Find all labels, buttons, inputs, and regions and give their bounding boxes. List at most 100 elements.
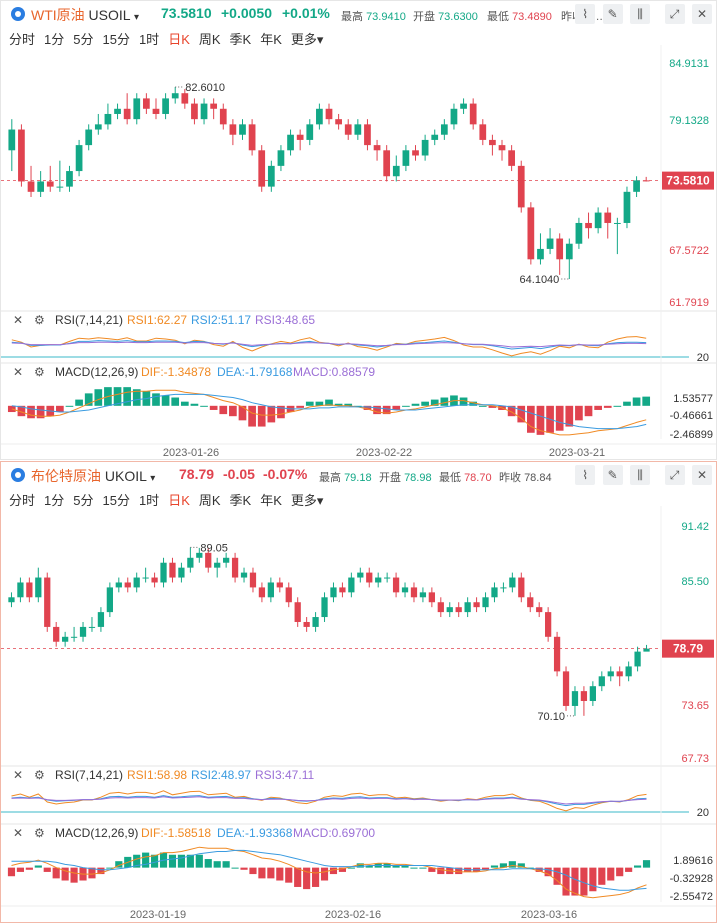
candle-body — [181, 93, 189, 104]
macd-histogram-bar — [94, 389, 103, 406]
macd-histogram-bar — [190, 403, 199, 406]
dea-value: DEA:-1.93368 — [217, 826, 293, 840]
candle-body — [276, 582, 283, 588]
rsi2-value: RSI2:51.17 — [191, 313, 251, 327]
price-axis-label: 91.42 — [681, 521, 709, 533]
candle-body — [348, 577, 355, 593]
wti-kline-chart[interactable]: 84.9131 79.1328 67.5722 61.7919 73.5810 82.60… — [1, 1, 716, 459]
candle-body — [450, 108, 458, 125]
period-tab[interactable]: 季K — [229, 493, 252, 508]
period-tab[interactable]: 日K — [168, 493, 190, 508]
last-price: 73.5810 — [161, 5, 212, 21]
date-axis-label: 2023-02-16 — [325, 909, 381, 921]
rsi1-value: RSI1:58.98 — [127, 768, 187, 782]
macd-histogram-bar — [325, 399, 333, 406]
period-tab[interactable]: 1时 — [138, 32, 160, 47]
candle-body — [421, 139, 429, 156]
expand-icon[interactable]: ⤢ — [664, 4, 685, 24]
period-tab[interactable]: 5分 — [73, 32, 94, 47]
period-tab[interactable]: 15分 — [102, 32, 130, 47]
high-stat: 最高 79.18 — [319, 472, 372, 484]
candle-body — [642, 180, 650, 182]
candle-body — [70, 636, 78, 638]
macd-histogram-bar — [34, 865, 42, 868]
candle-body — [239, 124, 246, 135]
candle-body — [489, 139, 496, 146]
chart-toolbar: ⌇ ✎ ⫼ ⤢ ✕ — [572, 465, 712, 485]
period-tab[interactable]: 周K — [198, 32, 221, 47]
macd-histogram-bar — [123, 387, 131, 406]
candle-body — [527, 597, 534, 608]
period-tab[interactable]: 周K — [198, 493, 221, 508]
period-tab[interactable]: 分时 — [9, 493, 36, 508]
period-tab[interactable]: 更多▾ — [290, 493, 324, 508]
candle-body — [214, 562, 221, 568]
draw-pen-icon[interactable]: ✎ — [602, 4, 623, 24]
candle-body — [613, 222, 621, 224]
macd-histogram-bar — [507, 405, 516, 417]
instrument-name[interactable]: WTI原油 USOIL ▾ — [31, 7, 139, 23]
candle-body — [571, 691, 579, 706]
candle-body — [106, 587, 113, 613]
indicator-icon[interactable]: ⌇ — [575, 465, 596, 485]
rsi1-line — [11, 790, 647, 812]
period-tab[interactable]: 1分 — [44, 32, 65, 47]
candle-body — [8, 129, 16, 151]
period-tab[interactable]: 1时 — [138, 493, 160, 508]
settings-icon: ⚙ — [34, 365, 45, 379]
period-tab[interactable]: 日K — [168, 32, 190, 47]
candle-type-icon[interactable]: ⫼ — [630, 465, 651, 485]
period-tab[interactable]: 分时 — [9, 32, 36, 47]
macd-histogram-bar — [240, 867, 248, 870]
candle-body — [79, 626, 87, 637]
candle-type-icon[interactable]: ⫼ — [630, 4, 651, 24]
candle-body — [88, 626, 96, 628]
candle-body — [312, 617, 319, 627]
macd-histogram-bar — [258, 867, 266, 879]
macd-histogram-bar — [555, 405, 564, 431]
macd-histogram-bar — [151, 854, 159, 868]
brent-kline-chart[interactable]: 91.42 85.50 73.65 67.73 78.79 89.05 70.10 20 ✕ ⚙ R… — [1, 462, 716, 922]
macd-histogram-bar — [440, 397, 449, 406]
period-tab[interactable]: 15分 — [102, 493, 130, 508]
draw-pen-icon[interactable]: ✎ — [602, 465, 623, 485]
macd-histogram-bar — [459, 397, 468, 406]
candle-body — [575, 222, 583, 244]
macd-histogram-bar — [356, 863, 364, 868]
candle-body — [296, 134, 304, 140]
candle-body — [152, 108, 160, 114]
rsi3-value: RSI3:48.65 — [255, 313, 315, 327]
candle-body — [123, 108, 131, 120]
expand-icon[interactable]: ⤢ — [664, 465, 685, 485]
close-icon[interactable]: ✕ — [692, 4, 712, 24]
instrument-name[interactable]: 布伦特原油 UKOIL ▾ — [31, 468, 156, 484]
high-stat: 最高 73.9410 — [341, 11, 406, 23]
macd-histogram-bar — [52, 867, 60, 879]
period-tab[interactable]: 5分 — [73, 493, 94, 508]
period-tab[interactable]: 季K — [229, 32, 252, 47]
macd-histogram-bar — [437, 867, 445, 875]
open-stat: 开盘 78.98 — [379, 472, 432, 484]
indicator-icon[interactable]: ⌇ — [575, 4, 596, 24]
macd-histogram-bar — [536, 405, 545, 435]
macd-histogram-bar — [594, 405, 602, 410]
macd-histogram-bar — [329, 867, 338, 875]
period-tab[interactable]: 年K — [260, 493, 282, 508]
min-price-annot: 70.10 — [537, 711, 565, 723]
macd-histogram-bar — [305, 401, 314, 406]
price-tag-text: 78.79 — [673, 642, 703, 656]
period-tab[interactable]: 年K — [260, 32, 282, 47]
candle-body — [249, 572, 257, 588]
macd-histogram-bar — [296, 405, 305, 408]
macd-histogram-bar — [353, 405, 362, 407]
macd-histogram-bar — [161, 395, 170, 406]
close-icon[interactable]: ✕ — [692, 465, 712, 485]
candle-body — [479, 124, 487, 140]
candle-body — [267, 582, 274, 598]
period-tab[interactable]: 1分 — [44, 493, 65, 508]
candle-body — [219, 108, 227, 125]
macd-axis-label: -0.32928 — [670, 873, 713, 885]
period-tab[interactable]: 更多▾ — [290, 32, 324, 47]
macd-histogram-bar — [195, 854, 203, 868]
dea-line — [11, 849, 647, 891]
